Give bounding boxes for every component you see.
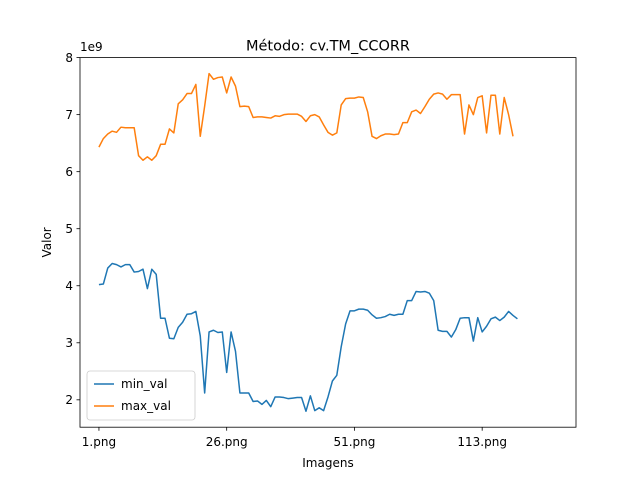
y-tick-label: 3 xyxy=(65,336,73,350)
y-tick-label: 4 xyxy=(65,279,73,293)
x-axis-label: Imagens xyxy=(302,456,353,470)
y-tick-label: 7 xyxy=(65,108,73,122)
y-tick-label: 6 xyxy=(65,165,73,179)
series-line-min-val xyxy=(98,262,518,412)
x-tick-label: 51.png xyxy=(333,435,375,449)
x-tick-label: 113.png xyxy=(457,435,507,449)
x-axis: 1.png 26.png 51.png 113.png xyxy=(82,427,507,449)
legend-label-max-val: max_val xyxy=(121,399,171,413)
series-layer xyxy=(98,72,518,412)
legend: min_val max_val xyxy=(86,370,196,421)
y-offset-label: 1e9 xyxy=(80,40,103,54)
plot-frame xyxy=(79,57,577,428)
chart-title: Método: cv.TM_CCORR xyxy=(246,39,410,55)
y-axis-label: Valor xyxy=(40,227,54,257)
y-tick-label: 8 xyxy=(65,51,73,65)
y-tick-label: 2 xyxy=(65,393,73,407)
x-tick-label: 1.png xyxy=(82,435,116,449)
x-tick-label: 26.png xyxy=(206,435,248,449)
y-axis: 2 3 4 5 6 7 8 xyxy=(65,51,80,407)
legend-label-min-val: min_val xyxy=(121,377,167,391)
series-line-max-val xyxy=(98,72,514,162)
y-tick-label: 5 xyxy=(65,222,73,236)
